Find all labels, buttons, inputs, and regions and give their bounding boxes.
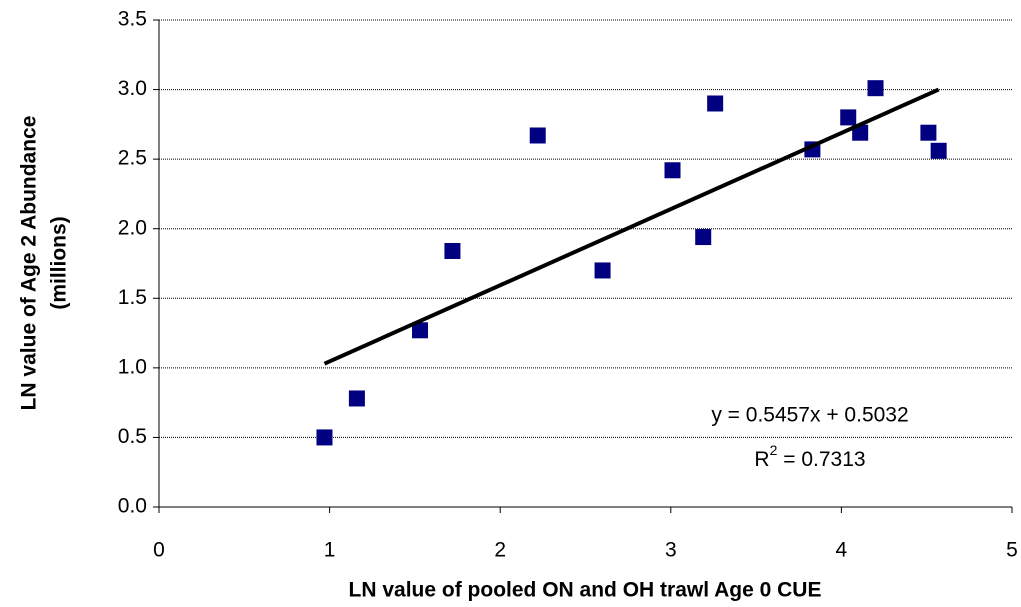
point [664,162,681,179]
point [695,229,712,246]
x-tick-label: 0 [153,539,165,562]
point [348,390,365,407]
point [867,80,884,97]
x-tick-label: 5 [1006,539,1018,562]
y-tick-label: 2.0 [118,216,147,239]
y-tick-label: 1.0 [118,355,147,378]
r-squared: R2 = 0.7313 [754,442,865,471]
y-axis-label: (millions) [48,216,71,309]
r-squared-sup: 2 [770,442,778,458]
r-squared-text: = 0.7313 [777,448,865,471]
point [852,124,869,141]
y-axis-label: LN value of Age 2 Abundance [18,116,41,411]
y-tick-label: 3.5 [118,8,147,31]
point [594,262,611,279]
y-tick-label: 0.5 [118,425,147,448]
point [444,242,461,259]
r-squared-text: R [754,448,769,471]
point [412,322,429,339]
y-tick-label: 3.0 [118,77,147,100]
point [529,127,546,144]
point [840,109,857,126]
x-tick-label: 4 [836,539,848,562]
trend-equation: y = 0.5457x + 0.5032 [711,404,908,427]
x-tick-label: 1 [324,539,336,562]
y-tick-label: 2.5 [118,147,147,170]
point [920,124,937,141]
x-tick-label: 3 [665,539,677,562]
point [707,95,724,112]
trendline [323,87,940,366]
point [930,142,947,159]
y-tick-label: 0.0 [118,495,147,518]
x-axis-label: LN value of pooled ON and OH trawl Age 0… [349,579,822,602]
point [316,429,333,446]
y-tick-label: 1.5 [118,286,147,309]
x-tick-label: 2 [494,539,506,562]
